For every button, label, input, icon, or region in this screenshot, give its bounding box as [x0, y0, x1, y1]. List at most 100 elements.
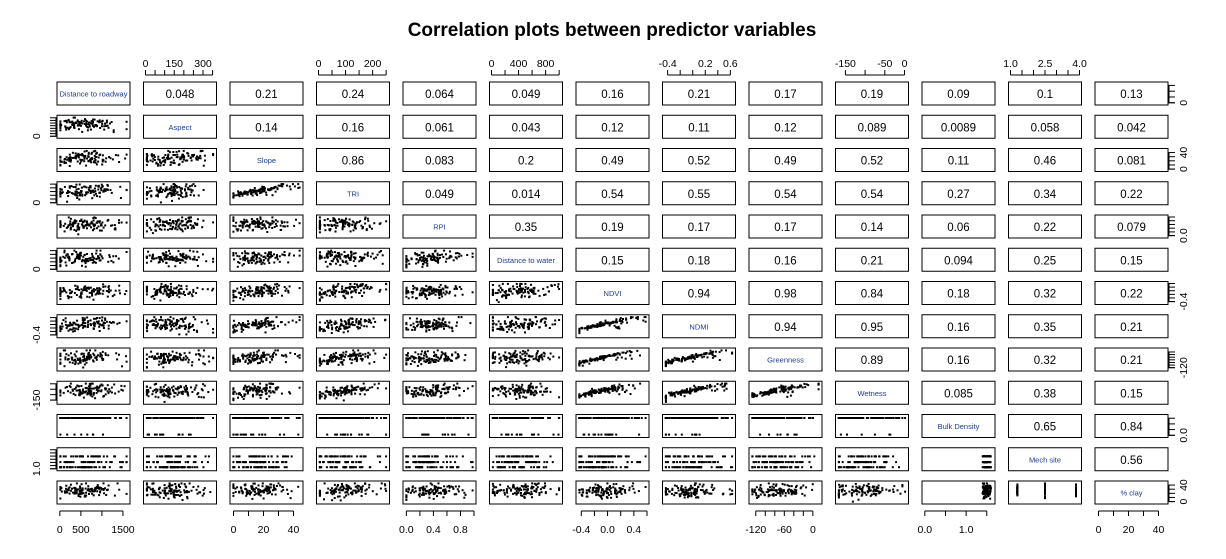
- data-point: [247, 289, 250, 292]
- data-point: [276, 220, 279, 223]
- data-point: [91, 222, 94, 225]
- data-point: [99, 187, 102, 190]
- data-point: [443, 358, 446, 361]
- data-point: [335, 326, 338, 328]
- data-point: [535, 386, 538, 389]
- data-point: [161, 220, 164, 223]
- data-point: [347, 322, 350, 324]
- data-point: [695, 353, 698, 355]
- data-point: [212, 221, 215, 224]
- data-point: [212, 328, 215, 330]
- data-point: [636, 316, 639, 319]
- data-point: [419, 326, 422, 328]
- data-point: [420, 256, 423, 259]
- data-point: [424, 360, 427, 363]
- data-point: [272, 390, 275, 393]
- data-point: [145, 293, 148, 296]
- data-point: [524, 358, 527, 360]
- data-point: [116, 322, 119, 325]
- data-point: [451, 330, 454, 333]
- data-point: [246, 252, 249, 255]
- data-point: [597, 357, 600, 360]
- data-point: [154, 355, 156, 358]
- data-point: [268, 255, 271, 258]
- data-point: [535, 323, 537, 326]
- data-point: [169, 329, 172, 332]
- data-point: [334, 224, 337, 227]
- data-point: [158, 257, 161, 260]
- data-point: [420, 357, 423, 360]
- data-point: [79, 220, 81, 222]
- data-point: [160, 318, 162, 321]
- data-point: [253, 187, 256, 189]
- data-point: [161, 393, 164, 396]
- data-point: [248, 285, 251, 288]
- data-point: [521, 289, 523, 292]
- data-point: [318, 321, 321, 324]
- correlation-panel: 0.16: [921, 347, 996, 372]
- data-point: [145, 153, 148, 156]
- data-point: [687, 356, 690, 359]
- data-point: [346, 388, 349, 391]
- data-point: [426, 360, 429, 363]
- data-point: [440, 325, 443, 328]
- data-point: [424, 322, 427, 325]
- correlation-panel: 0.15: [575, 247, 650, 272]
- data-point: [413, 361, 416, 364]
- data-point: [504, 358, 507, 361]
- data-point: [324, 292, 327, 295]
- data-point: [360, 289, 362, 292]
- data-point: [189, 257, 192, 260]
- data-point: [254, 262, 257, 265]
- data-point: [359, 326, 361, 329]
- data-point: [697, 354, 700, 357]
- data-point: [644, 320, 647, 323]
- data-point: [270, 187, 273, 189]
- data-point: [241, 224, 244, 227]
- data-point: [184, 227, 187, 230]
- data-point: [329, 357, 332, 360]
- data-point: [155, 186, 158, 189]
- data-point: [245, 191, 248, 194]
- data-point: [341, 225, 344, 228]
- data-point: [491, 353, 494, 356]
- data-point: [251, 387, 254, 390]
- data-point: [81, 264, 83, 267]
- data-point: [343, 225, 346, 228]
- data-point: [531, 385, 534, 388]
- data-point: [365, 284, 368, 286]
- data-point: [524, 331, 526, 334]
- data-point: [158, 188, 161, 191]
- data-point: [436, 288, 439, 291]
- data-point: [351, 358, 354, 361]
- data-point: [66, 200, 69, 203]
- data-point: [95, 156, 98, 158]
- data-point: [419, 258, 421, 261]
- correlation-value: 0.34: [1034, 189, 1057, 201]
- data-point: [406, 258, 408, 261]
- data-point: [441, 253, 444, 256]
- data-point: [59, 187, 62, 190]
- data-point: [64, 356, 67, 359]
- data-point: [78, 183, 81, 186]
- data-point: [165, 290, 168, 293]
- data-point: [179, 228, 182, 231]
- data-point: [326, 265, 329, 268]
- data-point: [505, 366, 508, 369]
- data-point: [519, 287, 522, 290]
- data-point: [435, 320, 438, 322]
- data-point: [558, 319, 561, 321]
- data-point: [412, 284, 415, 287]
- data-point: [518, 291, 521, 294]
- data-point: [491, 362, 494, 364]
- data-point: [118, 161, 121, 163]
- data-point: [419, 388, 422, 391]
- data-point: [187, 154, 190, 157]
- data-point: [172, 385, 175, 388]
- data-point: [251, 395, 254, 398]
- data-point: [258, 386, 261, 389]
- data-point: [196, 222, 199, 225]
- correlation-value: 0.24: [342, 89, 365, 101]
- panel-border: [56, 181, 131, 206]
- data-point: [436, 384, 439, 387]
